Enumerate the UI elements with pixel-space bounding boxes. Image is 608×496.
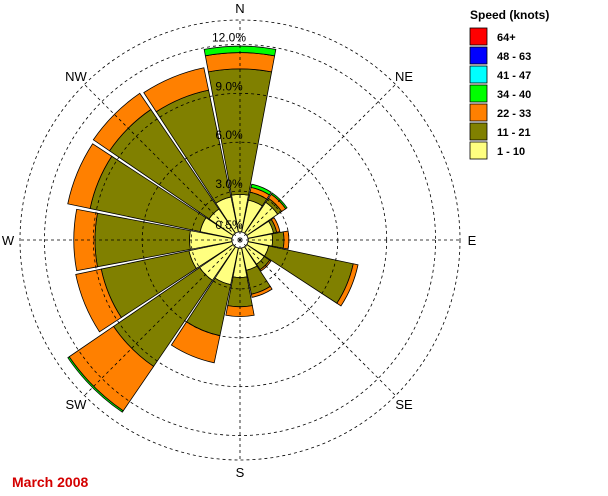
direction-label-E: E [468,233,477,248]
radial-line-7 [84,84,241,241]
petal-SSW-bin-2 [170,321,221,364]
petal-WSW-bin-2 [75,268,122,333]
ring-label-1: 3.0% [215,177,243,191]
legend-swatch-1 [469,46,488,65]
petal-ESE-bin-2 [336,263,359,307]
radial-line-3 [239,239,396,396]
legend-label-0: 64+ [497,32,516,44]
petal-ESE-bin-1 [264,245,354,304]
legend-title: Speed (knots) [470,8,549,22]
chart-title: March 2008 [12,474,88,490]
ring-4 [44,44,436,436]
legend-label-2: 41 - 47 [497,70,531,82]
petal-E-bin-2 [282,230,290,250]
radial-line-5 [84,239,241,396]
ring-label-4: 12.0% [212,30,246,44]
ring-label-3: 9.0% [215,79,243,93]
legend-swatch-3 [469,84,488,103]
legend-label-6: 1 - 10 [497,146,525,158]
radial-line-1 [239,84,396,241]
legend-swatch-4 [469,103,488,122]
direction-label-SE: SE [395,397,413,412]
petal-NNE-bin-3 [250,183,272,196]
petal-ENE-bin-2 [270,217,281,233]
petal-N-bin-3 [203,45,277,57]
petal-SW-bin-3 [67,356,124,413]
petal-N-bin-2 [204,52,276,73]
ring-label-2: 6.0% [215,128,243,142]
petal-S-bin-2 [225,305,255,317]
ring-label-0: 0.5% [215,218,243,232]
petals-layer [67,45,359,413]
legend-label-5: 11 - 21 [497,127,531,139]
grid-layer [19,19,461,461]
direction-label-W: W [2,233,15,248]
petal-WNW-bin-2 [67,143,113,210]
direction-label-S: S [236,465,245,480]
outer-ring [19,19,461,461]
direction-label-NW: NW [65,69,87,84]
direction-label-N: N [235,1,244,16]
petal-W-bin-2 [73,208,98,272]
petal-SSE-bin-2 [250,285,273,298]
legend-label-3: 34 - 40 [497,89,531,101]
direction-label-NE: NE [395,69,413,84]
petal-NNW-bin-2 [143,67,210,113]
petal-NE-bin-3 [270,192,288,210]
legend-label-1: 48 - 63 [497,51,531,63]
legend-label-4: 22 - 33 [497,108,531,120]
direction-label-SW: SW [65,397,87,412]
legend-swatch-2 [469,65,488,84]
petal-NW-bin-2 [92,92,152,152]
labels-layer: N NE E SE S SW W NW 0.5% 3.0% 6.0% 9.0% 12.0% [2,1,477,480]
legend-swatch-0 [469,27,488,46]
legend-swatch-5 [469,122,488,141]
legend: Speed (knots) 64+ 48 - 63 41 - 47 34 - 40 22… [469,8,549,160]
legend-swatch-6 [469,141,488,160]
